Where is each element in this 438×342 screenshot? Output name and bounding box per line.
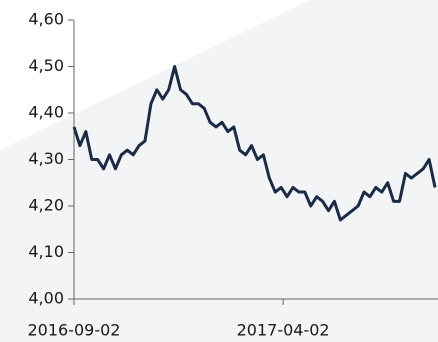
y-tick-label: 4,20 bbox=[28, 196, 64, 215]
y-tick-label: 4,00 bbox=[28, 289, 64, 308]
y-tick-label: 4,50 bbox=[28, 56, 64, 75]
background-band bbox=[0, 0, 310, 150]
y-tick-label: 4,30 bbox=[28, 149, 64, 168]
line-series bbox=[72, 65, 437, 222]
y-tick-label: 4,10 bbox=[28, 242, 64, 261]
y-tick-label: 4,40 bbox=[28, 103, 64, 122]
y-tick-label: 4,60 bbox=[28, 10, 64, 29]
x-tick-label: 2017-04-02 bbox=[237, 321, 330, 340]
x-tick-label: 2016-09-02 bbox=[28, 321, 121, 340]
